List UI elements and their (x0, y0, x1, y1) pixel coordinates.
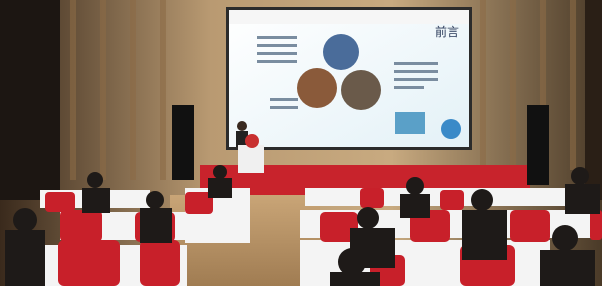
slide-globe (441, 119, 461, 139)
photo: 前言 (0, 0, 602, 286)
slide-image (297, 68, 337, 108)
presenter (237, 121, 247, 131)
flowers (245, 134, 259, 148)
podium (238, 145, 264, 173)
slide-image (323, 34, 359, 70)
speaker (527, 105, 549, 185)
page: 前言 (() => { const data = JSON.parse( (0, 0, 602, 286)
right-shadow (585, 0, 602, 200)
slide-heading: 前言 (435, 24, 459, 39)
speaker (172, 105, 194, 180)
slide-image (341, 70, 381, 110)
left-shadow (0, 0, 60, 200)
screen-header (229, 10, 469, 24)
slide-city (395, 112, 425, 134)
